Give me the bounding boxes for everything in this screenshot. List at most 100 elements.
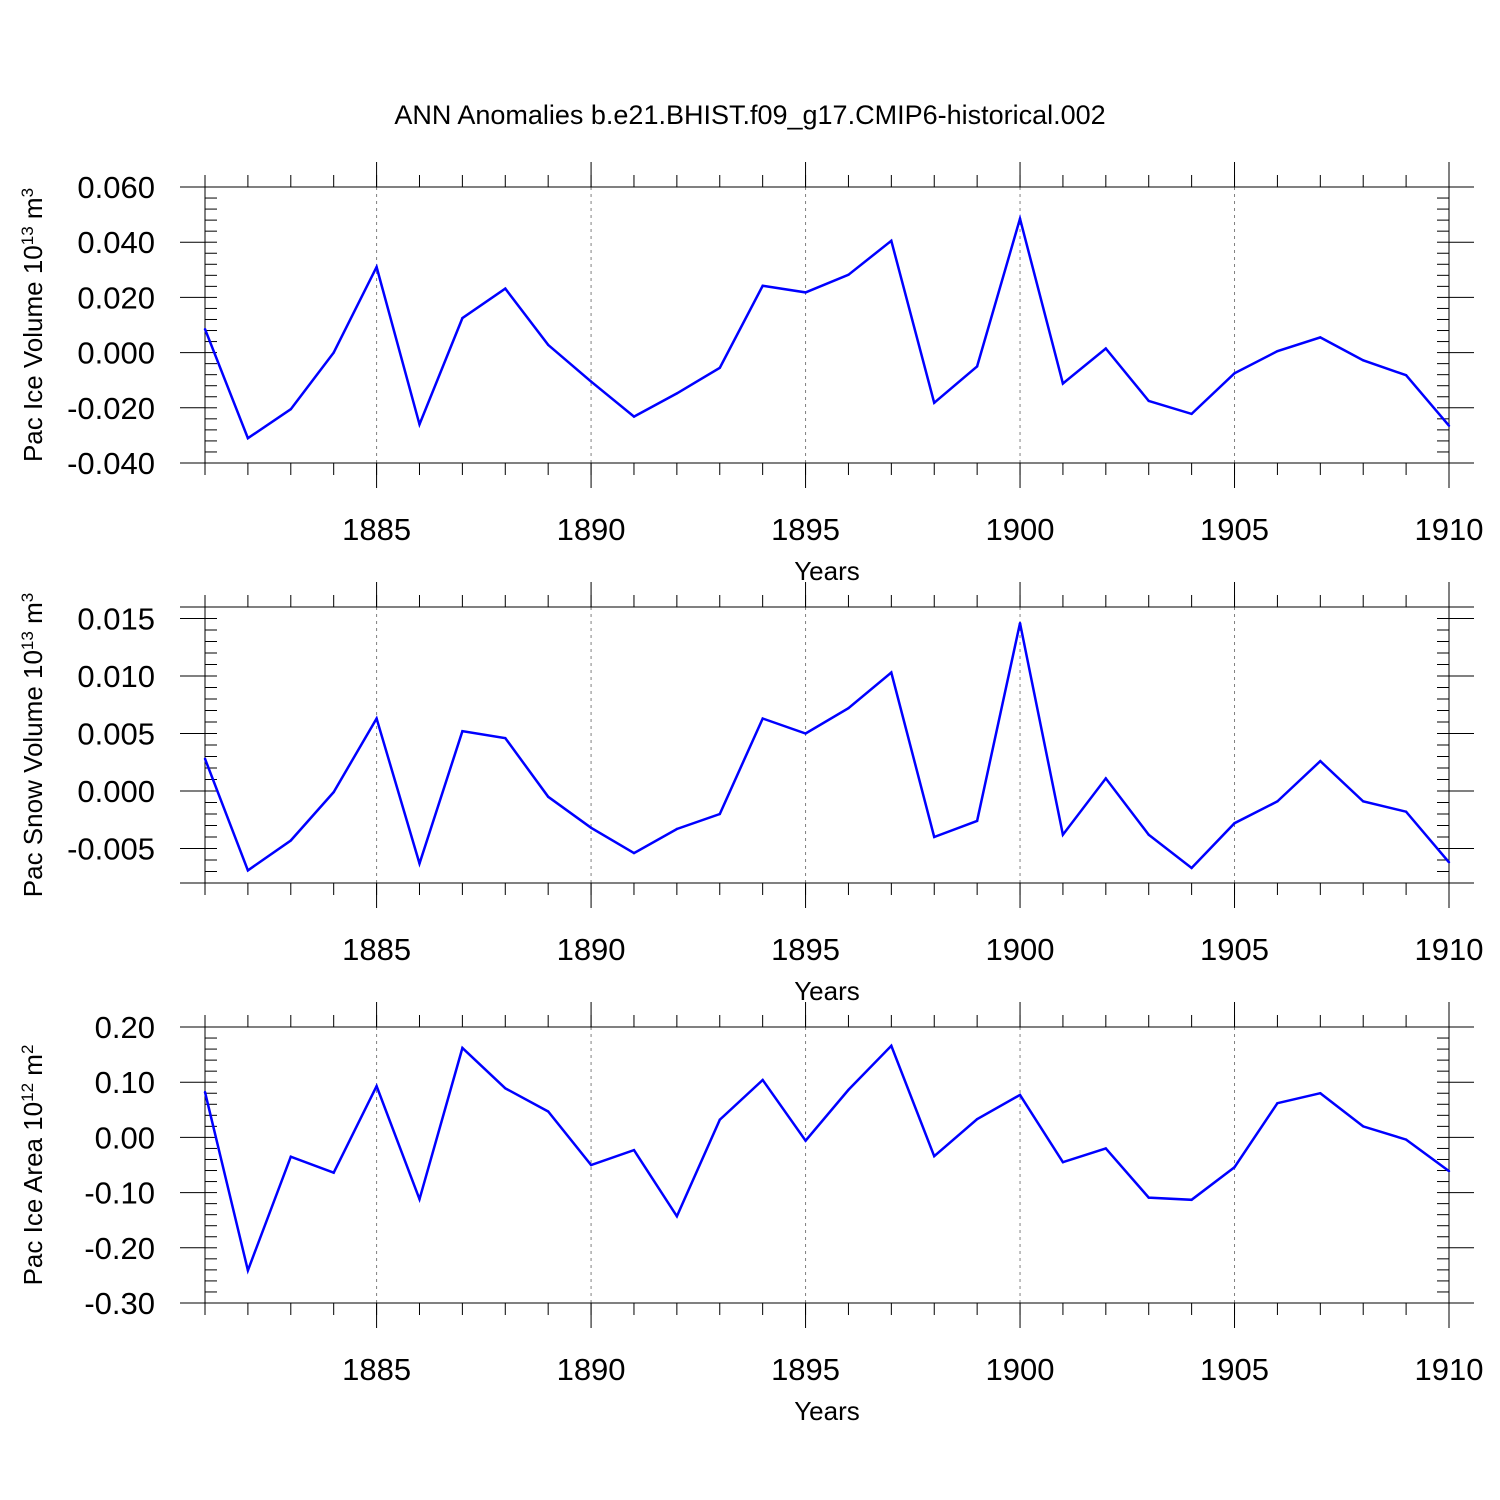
y-tick-label: 0.10 [95, 1065, 155, 1100]
data-point [1276, 800, 1279, 803]
chart-panel-1: -0.040 -0.020 0.000 0.020 0.040 0.060 1885 1890… [18, 162, 1484, 586]
x-tick-label: 1910 [1415, 512, 1484, 547]
data-point [1018, 621, 1022, 625]
y-axis-title-part: Pac Snow Volume 10 [18, 650, 48, 897]
data-point [289, 1155, 292, 1158]
y-axis-title-part: m [18, 1054, 48, 1083]
data-point [504, 1087, 507, 1090]
y-tick-label: 0.000 [77, 774, 155, 809]
x-tick-label: 1905 [1200, 512, 1269, 547]
x-tick-label: 1885 [342, 512, 411, 547]
data-point [1018, 217, 1022, 220]
x-tick-label: 1890 [557, 932, 626, 967]
data-point [675, 1215, 679, 1218]
data-point [1190, 866, 1193, 870]
data-point [332, 790, 335, 794]
data-point [890, 1044, 893, 1047]
data-point [203, 327, 207, 331]
data-point [589, 380, 593, 383]
data-point [1447, 424, 1451, 427]
x-tick-label: 1895 [771, 932, 840, 967]
series-line [203, 622, 1450, 873]
chart-panel-2: -0.005 0.000 0.005 0.010 0.015 1885 1890 1895 19… [18, 582, 1484, 1006]
y-tick-label: 0.020 [77, 280, 155, 315]
data-point [847, 707, 850, 710]
data-point [975, 1117, 979, 1121]
data-point [375, 1084, 378, 1088]
data-point [1362, 359, 1365, 362]
data-point [461, 316, 464, 320]
data-point [1061, 1161, 1065, 1164]
data-point [1104, 1147, 1108, 1150]
data-point [632, 415, 636, 418]
data-point [718, 366, 721, 369]
data-point [718, 1118, 721, 1121]
data-point [1018, 1093, 1022, 1097]
panels: -0.040 -0.020 0.000 0.020 0.040 0.060 1885 1890… [18, 162, 1484, 1426]
data-point [589, 1163, 593, 1167]
chart-title: ANN Anomalies b.e21.BHIST.f09_g17.CMIP6-… [394, 100, 1105, 130]
series-line [203, 1043, 1450, 1275]
y-axis-title-part: m [18, 602, 48, 631]
x-tick-label: 1885 [342, 1352, 411, 1387]
data-point [761, 1078, 764, 1082]
y-axis-title-superscript: 13 [18, 226, 37, 245]
y-tick-label: 0.000 [77, 336, 155, 371]
data-point [1362, 800, 1365, 803]
data-point [1404, 1138, 1408, 1141]
x-axis-title: Years [794, 556, 860, 586]
data-point [246, 436, 250, 440]
data-point [1447, 1169, 1451, 1173]
y-axis-title-part: m [18, 197, 48, 226]
data-point [761, 284, 764, 288]
data-point [847, 273, 850, 276]
data-point [804, 291, 807, 294]
data-point [1147, 399, 1150, 403]
data-point [589, 826, 593, 829]
data-point [546, 795, 550, 798]
data-point [1061, 382, 1065, 385]
data-point [332, 351, 335, 354]
data-point [375, 265, 378, 269]
x-tick-label: 1905 [1200, 1352, 1269, 1387]
x-tick-label: 1900 [986, 1352, 1055, 1387]
x-axis-title: Years [794, 1396, 860, 1426]
y-axis-title: Pac Snow Volume 1013 m3 [18, 593, 49, 897]
y-axis-title-part: Pac Ice Volume 10 [18, 245, 48, 462]
data-point [289, 407, 292, 411]
data-point [1447, 861, 1451, 864]
series-line [203, 213, 1450, 441]
data-point [418, 423, 421, 426]
x-tick-label: 1910 [1415, 932, 1484, 967]
data-point [675, 827, 679, 831]
chart-panel-3: -0.30 -0.20 -0.10 0.00 0.10 0.20 1885 1890 1895 1… [18, 1002, 1484, 1426]
data-point [1276, 350, 1279, 353]
x-axis-title: Years [794, 976, 860, 1006]
y-tick-label: 0.005 [77, 717, 155, 752]
data-point [975, 365, 979, 368]
data-point [418, 1198, 421, 1201]
data-point [1233, 822, 1236, 825]
x-tick-label: 1900 [986, 932, 1055, 967]
data-point [418, 862, 421, 865]
y-axis-title: Pac Ice Area 1012 m2 [18, 1045, 49, 1286]
data-point [933, 1154, 936, 1158]
y-tick-label: 0.040 [77, 225, 155, 260]
data-point [933, 835, 936, 839]
data-point [1319, 1092, 1322, 1095]
y-axis-title-superscript: 13 [18, 631, 37, 650]
x-tick-label: 1910 [1415, 1352, 1484, 1387]
y-tick-label: -0.10 [84, 1176, 155, 1211]
data-point [1104, 347, 1108, 350]
data-point [1233, 372, 1236, 375]
y-axis-title-superscript: 3 [18, 188, 37, 197]
y-tick-label: -0.020 [67, 391, 155, 426]
data-point [804, 1139, 807, 1142]
data-point [761, 717, 764, 720]
data-point [1147, 833, 1150, 836]
data-point [289, 839, 292, 842]
data-point [504, 287, 507, 290]
data-point [246, 869, 250, 872]
x-tick-label: 1895 [771, 1352, 840, 1387]
